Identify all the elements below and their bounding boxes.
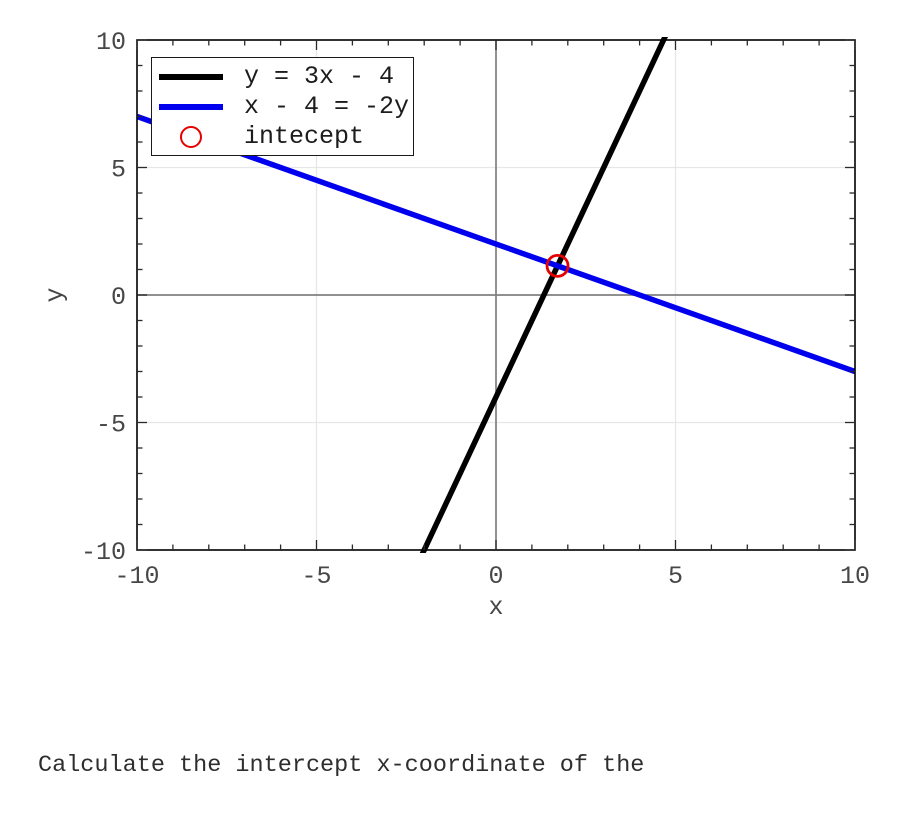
question-line-1: Calculate the intercept x-coordinate of … xyxy=(38,752,645,779)
x-tick-label: 5 xyxy=(668,562,683,591)
x-tick-label: 10 xyxy=(840,562,870,591)
plot-canvas: -10 -5 0 5 10 -10 -5 0 5 10 x y xyxy=(41,28,870,622)
series-line-0 xyxy=(419,37,668,553)
intercept-marker xyxy=(545,253,570,278)
legend-entry: x - 4 = -2y xyxy=(152,92,413,122)
y-tick-label: 0 xyxy=(111,283,126,312)
legend-entry: y = 3x - 4 xyxy=(152,62,413,92)
question-text: Calculate the intercept x-coordinate of … xyxy=(38,681,644,825)
x-tick-label: -5 xyxy=(301,562,331,591)
legend-entry: intecept xyxy=(152,122,413,152)
y-tick-label: -5 xyxy=(96,411,126,440)
legend-line-swatch-black xyxy=(159,74,223,80)
legend: y = 3x - 4 x - 4 = -2y intecept xyxy=(151,57,414,156)
x-axis-label: x xyxy=(488,593,503,622)
x-tick-label: -10 xyxy=(114,562,159,591)
legend-label: x - 4 = -2y xyxy=(244,92,410,121)
legend-label: intecept xyxy=(244,122,365,151)
legend-circle-swatch-icon xyxy=(159,126,223,148)
y-tick-label: 10 xyxy=(96,28,126,57)
legend-line-swatch-blue xyxy=(159,104,223,110)
x-tick-label: 0 xyxy=(488,562,503,591)
series-line-1 xyxy=(137,113,855,375)
y-tick-label: -10 xyxy=(81,538,126,567)
legend-label: y = 3x - 4 xyxy=(244,62,395,91)
y-tick-label: 5 xyxy=(111,156,126,185)
y-axis-label: y xyxy=(41,287,70,302)
